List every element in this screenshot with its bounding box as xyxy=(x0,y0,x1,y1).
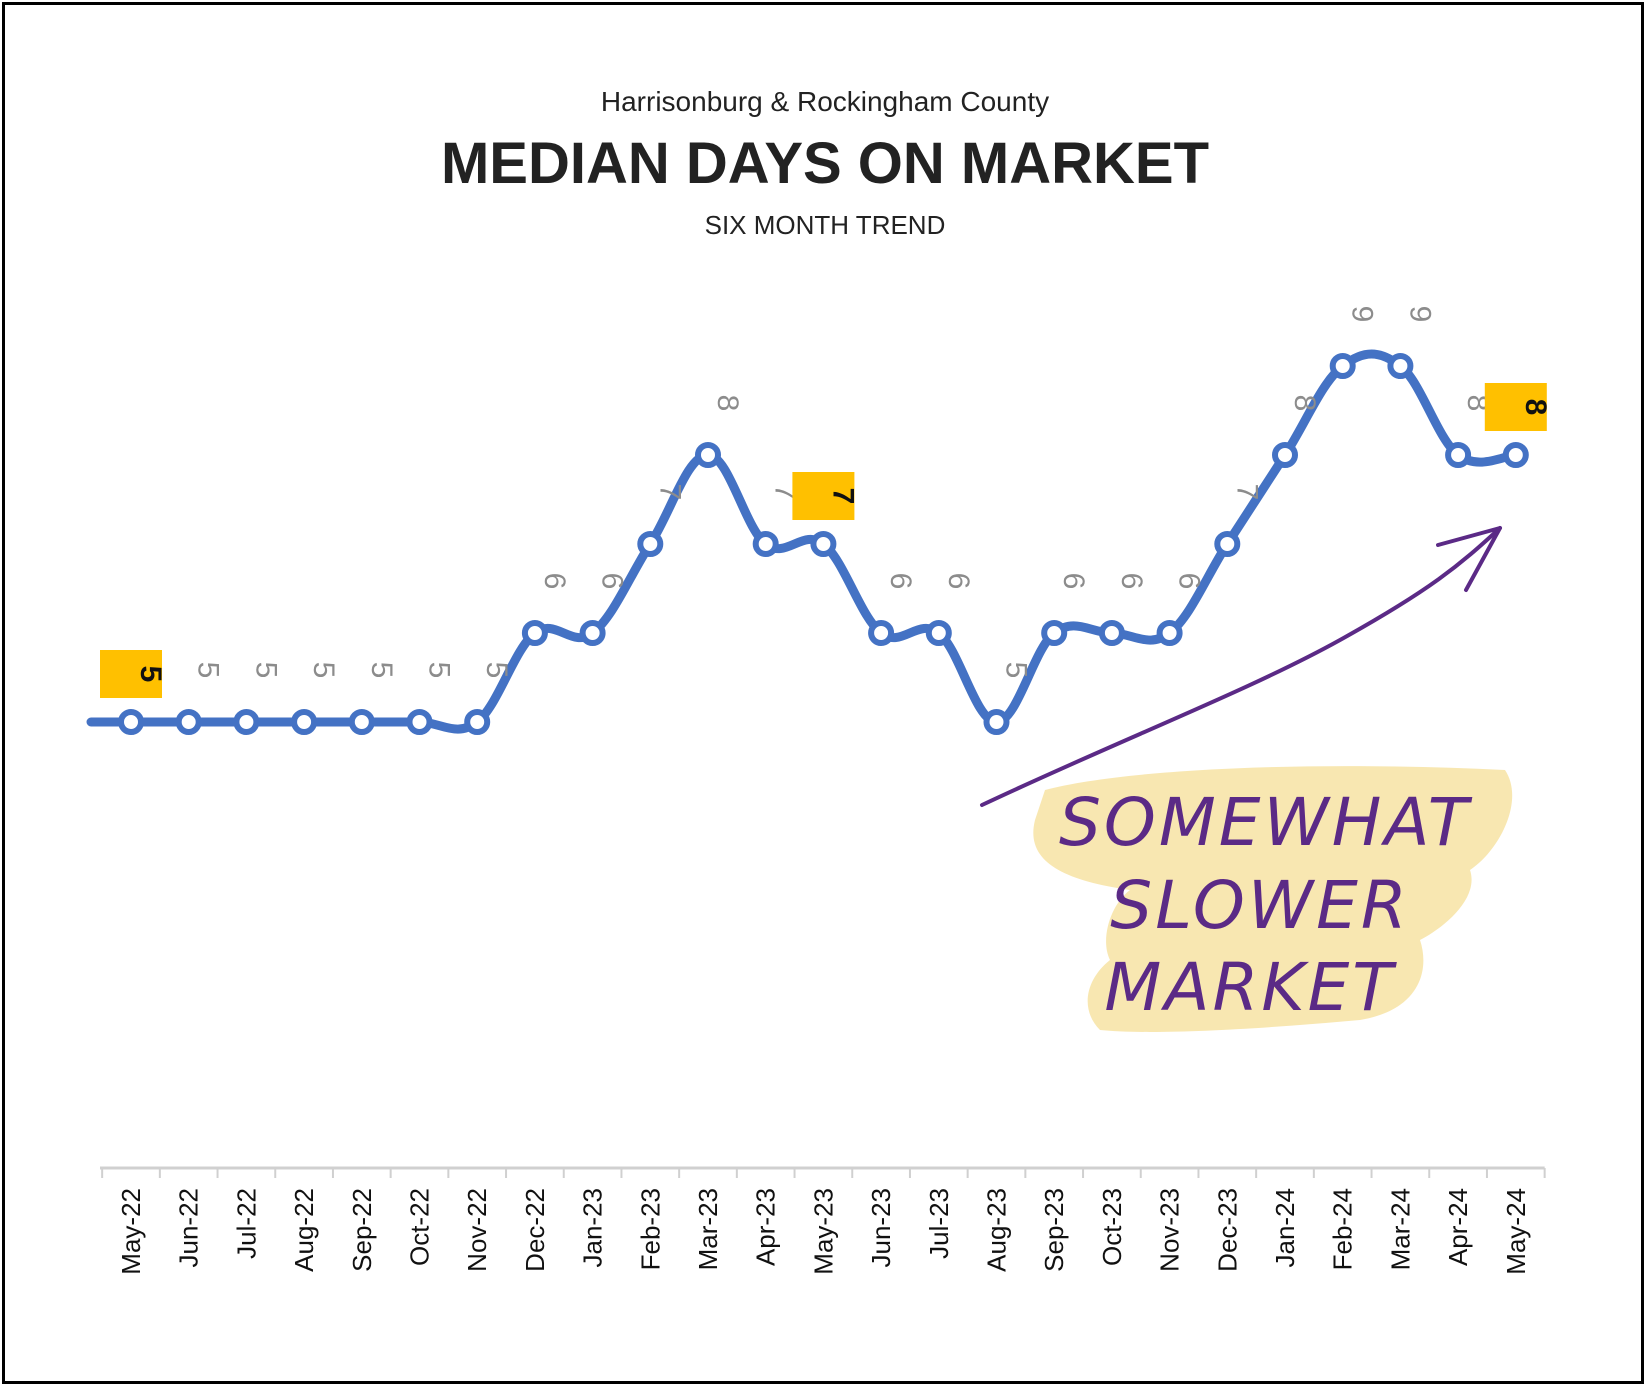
data-point xyxy=(1156,620,1183,646)
x-tick-label: Apr-24 xyxy=(1443,1188,1473,1266)
x-tick-label: Oct-23 xyxy=(1097,1188,1127,1266)
data-point xyxy=(752,531,779,557)
data-point xyxy=(868,620,895,646)
x-tick-label: Apr-23 xyxy=(751,1188,781,1266)
data-label: 5 xyxy=(365,662,398,679)
x-tick-label: Jun-23 xyxy=(866,1188,896,1268)
x-tick-label: May-24 xyxy=(1501,1188,1531,1275)
data-label: 6 xyxy=(538,573,571,590)
data-point xyxy=(1098,620,1125,646)
data-point xyxy=(1387,353,1414,379)
x-tick-label: Mar-24 xyxy=(1385,1188,1415,1270)
x-tick-label: Oct-22 xyxy=(405,1188,435,1266)
data-label: 6 xyxy=(1057,573,1090,590)
data-point xyxy=(118,709,144,735)
x-tick-label: May-23 xyxy=(808,1188,838,1275)
annotation-text: SLOWER xyxy=(1110,867,1409,944)
x-tick-label: Nov-23 xyxy=(1155,1188,1185,1272)
x-tick-label: Dec-22 xyxy=(520,1188,550,1272)
data-label: 6 xyxy=(1115,573,1148,590)
data-label: 8 xyxy=(1288,395,1321,412)
data-point xyxy=(521,620,548,646)
data-point xyxy=(1214,531,1241,557)
annotation-text: SOMEWHAT xyxy=(1059,784,1473,861)
highlight-box xyxy=(100,650,162,698)
data-point xyxy=(810,531,837,557)
x-tick-label: Feb-23 xyxy=(635,1188,665,1270)
data-point xyxy=(1272,442,1298,468)
data-label: 6 xyxy=(942,573,975,590)
trend-arrow xyxy=(980,526,1502,807)
data-point xyxy=(233,709,260,735)
chart-subtitle: SIX MONTH TREND xyxy=(704,210,946,240)
highlight-box xyxy=(1484,383,1547,431)
data-point xyxy=(464,709,491,735)
data-point xyxy=(1329,353,1356,379)
x-tick-label: Jun-22 xyxy=(174,1188,204,1268)
data-label: 6 xyxy=(884,573,917,590)
data-label: 9 xyxy=(1346,306,1379,323)
data-point xyxy=(1502,442,1529,468)
annotation-highlight xyxy=(1033,766,1513,1032)
x-tick-label: Mar-23 xyxy=(693,1188,723,1270)
data-label: 5 xyxy=(249,662,282,679)
x-tick-label: Jan-24 xyxy=(1270,1188,1300,1268)
x-tick-label: Aug-23 xyxy=(982,1188,1012,1272)
data-label: 5 xyxy=(423,662,456,679)
data-point xyxy=(406,709,433,735)
highlight-box xyxy=(792,472,855,520)
x-tick-label: Jan-23 xyxy=(578,1188,608,1268)
data-label: 5 xyxy=(480,662,513,679)
data-point xyxy=(637,531,664,557)
data-label: 7 xyxy=(653,484,686,501)
data-point xyxy=(291,709,318,735)
data-point xyxy=(348,709,375,735)
annotation-text: MARKET xyxy=(1104,949,1397,1026)
chart-title: MEDIAN DAYS ON MARKET xyxy=(440,131,1210,196)
data-point xyxy=(925,620,952,646)
data-label: 5 xyxy=(307,662,340,679)
data-point xyxy=(983,709,1010,735)
x-tick-label: Jul-23 xyxy=(924,1188,954,1259)
data-label: 9 xyxy=(1403,306,1436,323)
x-tick-label: Dec-23 xyxy=(1212,1188,1242,1272)
data-label-highlighted: 5 xyxy=(134,666,167,683)
data-label: 6 xyxy=(596,573,629,590)
chart-supertitle: Harrisonburg & Rockingham County xyxy=(600,86,1050,117)
x-tick-label: Aug-22 xyxy=(289,1188,319,1272)
data-label: 5 xyxy=(192,662,225,679)
x-tick-label: Feb-24 xyxy=(1328,1188,1358,1270)
x-tick-label: Nov-22 xyxy=(462,1188,492,1272)
x-tick-label: Sep-22 xyxy=(347,1188,377,1272)
data-point xyxy=(579,620,606,646)
data-point xyxy=(1041,620,1068,646)
x-axis: May-22 Jun-22 Jul-22 Aug-22 Sep-22 Oct-22 Nov-… xyxy=(100,1166,1546,1275)
x-tick-label: Jul-22 xyxy=(231,1188,261,1259)
data-label-highlighted: 8 xyxy=(1519,399,1552,416)
data-label: 6 xyxy=(1173,573,1206,590)
x-tick-label: Sep-23 xyxy=(1039,1188,1069,1272)
data-label: 7 xyxy=(1230,484,1263,501)
data-point xyxy=(175,709,202,735)
data-label: 5 xyxy=(1000,662,1033,679)
data-points xyxy=(118,353,1529,735)
data-point xyxy=(695,442,721,468)
x-tick-label: May-22 xyxy=(116,1188,146,1275)
data-point xyxy=(1445,442,1472,468)
data-label: 8 xyxy=(711,395,744,412)
trend-arrow-head xyxy=(1436,526,1502,592)
data-label-highlighted: 7 xyxy=(826,488,859,505)
